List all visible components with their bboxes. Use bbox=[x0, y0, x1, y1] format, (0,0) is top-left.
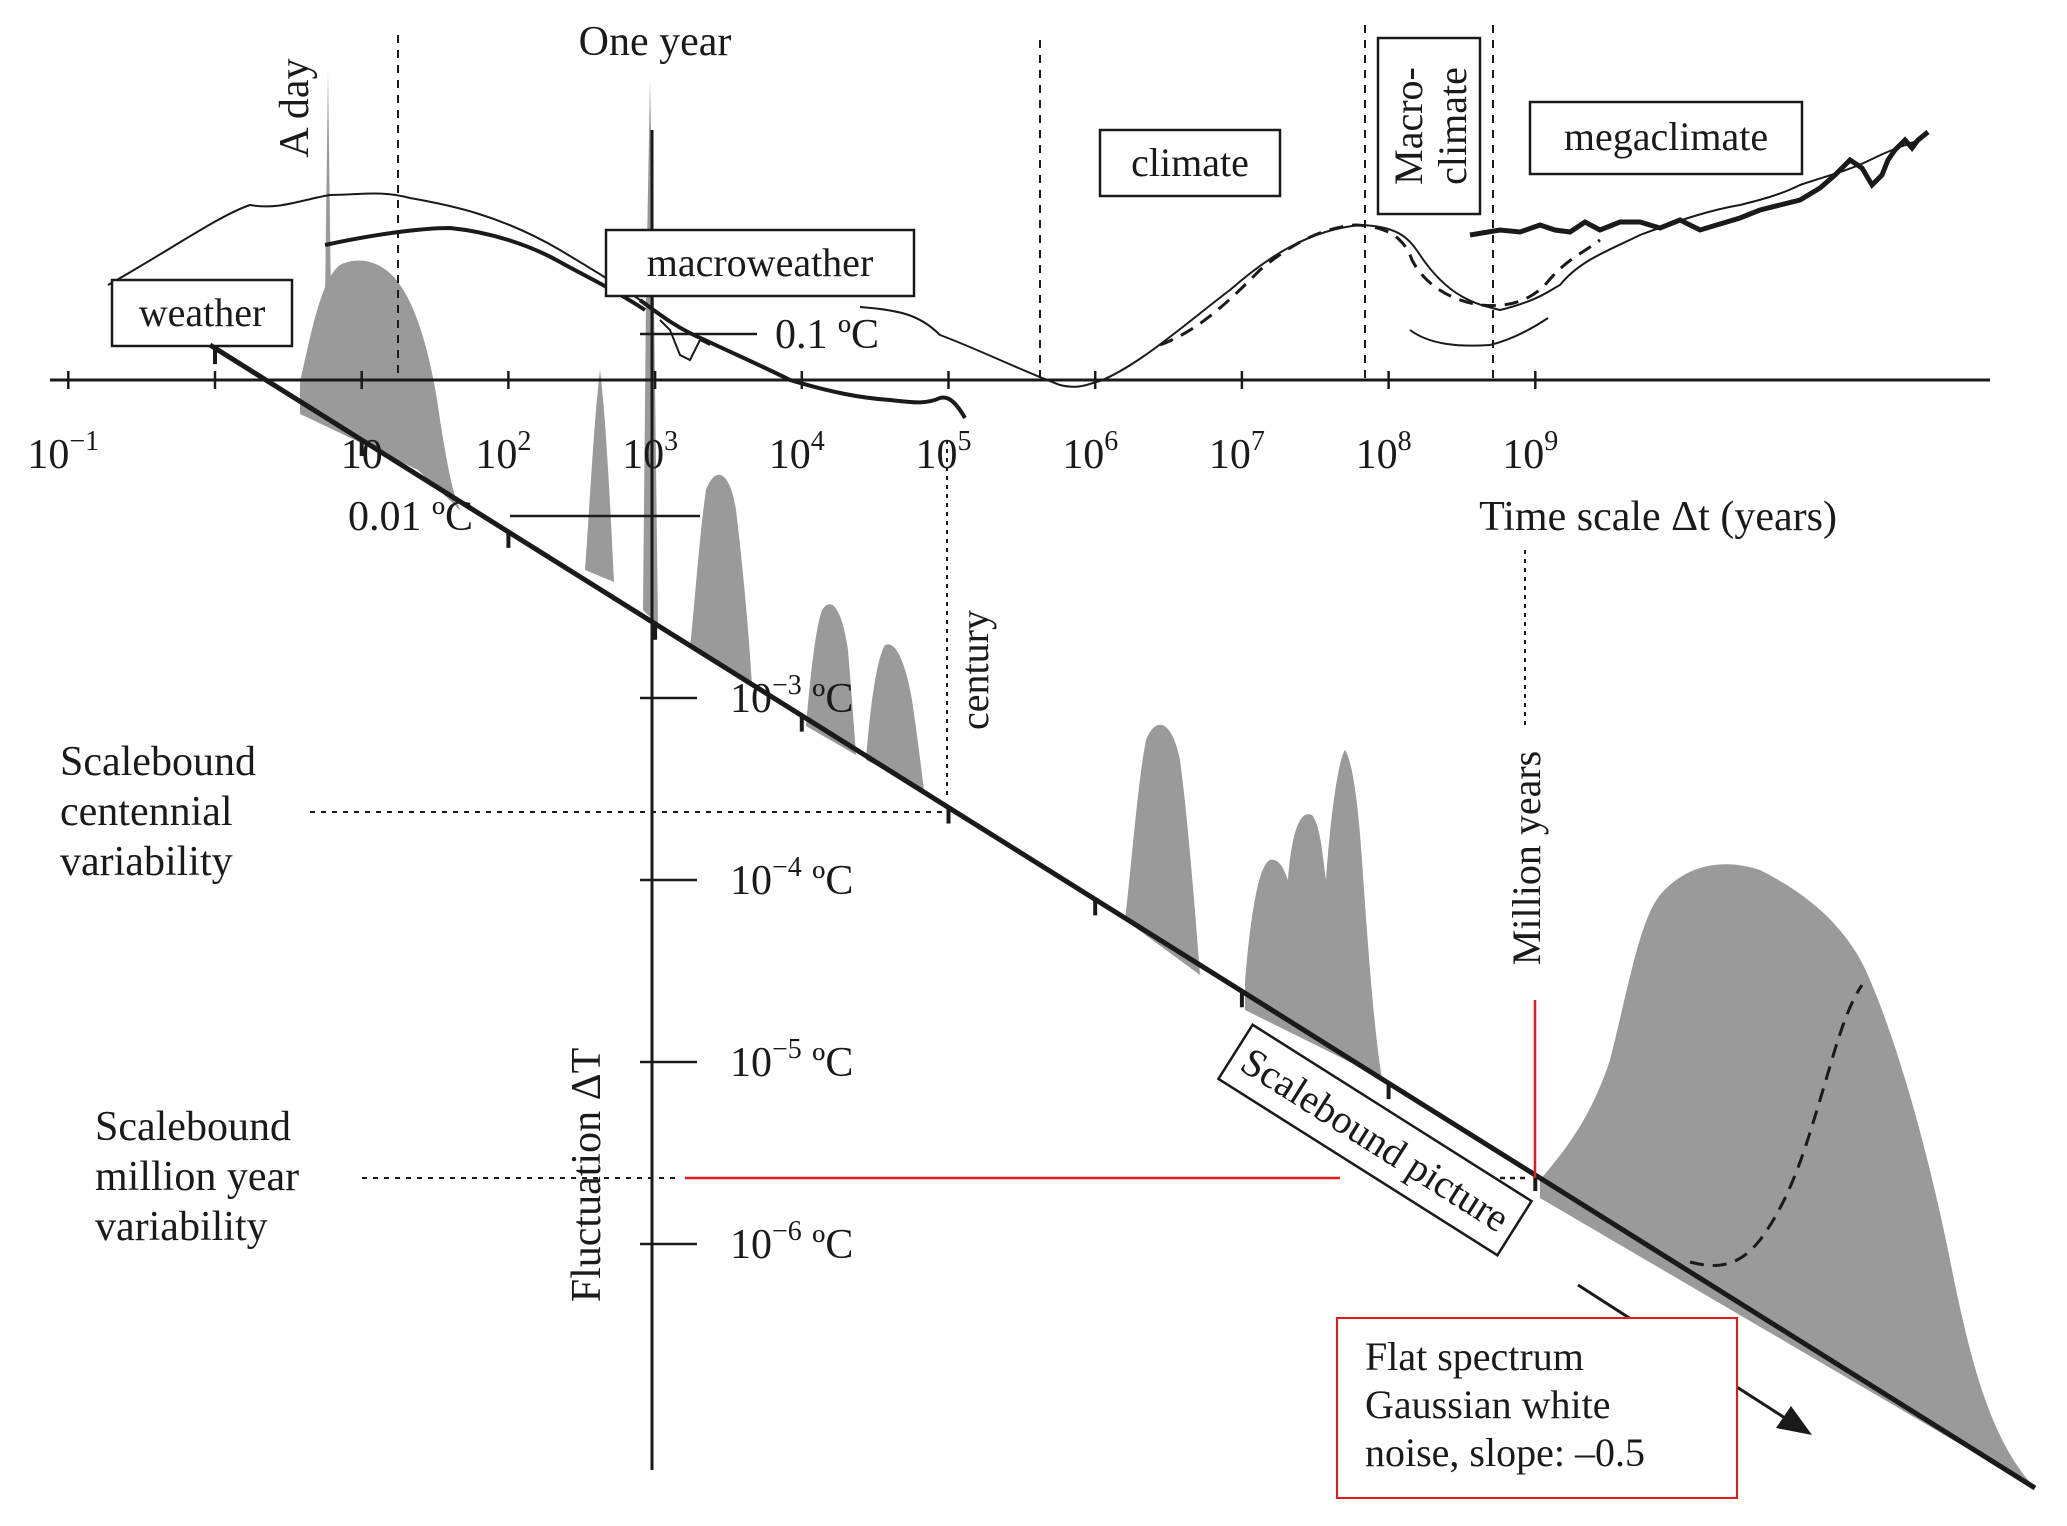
climate-dashed-curve bbox=[1159, 223, 1601, 347]
y-tick-label: 10−5 ºC bbox=[730, 1034, 853, 1086]
macroclimate-label-line1: Macro- bbox=[1386, 67, 1431, 185]
megaclimate-dashed-curve bbox=[1689, 984, 1864, 1267]
macroclimate-label-line2: climate bbox=[1430, 67, 1475, 185]
vertical-markers bbox=[397, 25, 1526, 800]
decadal-bump-1 bbox=[806, 604, 856, 755]
x-tick-label: 105 bbox=[916, 426, 972, 478]
annotations: Scalebound centennial variability Scaleb… bbox=[60, 739, 1738, 1499]
flat-spectrum-line3: noise, slope: –0.5 bbox=[1365, 1430, 1645, 1475]
decadal-bump-2 bbox=[866, 644, 924, 790]
flat-spectrum-line2: Gaussian white bbox=[1365, 1382, 1611, 1427]
x-tick-label: 102 bbox=[475, 426, 531, 478]
one-year-label: One year bbox=[579, 19, 732, 65]
orbital-bump bbox=[1245, 750, 1382, 1078]
y-tick-label: 0.01 ºC bbox=[348, 494, 473, 540]
x-tick-labels: 10−410−310−210−1101021031041051061071081… bbox=[27, 426, 1558, 478]
megaclimate-bump bbox=[1540, 864, 2035, 1488]
x-axis: 10−410−310−210−1101021031041051061071081… bbox=[27, 371, 1990, 540]
climate-thin-curve bbox=[859, 139, 1921, 388]
y-tick-label: 10−6 ºC bbox=[730, 1216, 853, 1268]
y-tick-label: 10−4 ºC bbox=[730, 852, 853, 904]
century-label: century bbox=[952, 610, 997, 730]
x-axis-title: Time scale Δt (years) bbox=[1479, 494, 1837, 540]
thick-weather-curve bbox=[324, 225, 647, 312]
million-annotation-line2: million year bbox=[95, 1154, 299, 1200]
series-curves bbox=[107, 130, 1930, 420]
megaclimate-thick-curve bbox=[1469, 130, 1930, 238]
weather-bump bbox=[300, 260, 462, 512]
macroweather-curve bbox=[638, 298, 967, 420]
megaclimate-box bbox=[1528, 100, 1804, 176]
x-ticks bbox=[67, 371, 1537, 389]
spectral-bumps bbox=[300, 70, 2035, 1488]
x-tick-label: 106 bbox=[1062, 426, 1118, 478]
weather-label: weather bbox=[139, 290, 266, 335]
millennial-bump bbox=[1125, 724, 1200, 975]
annotation-guides bbox=[310, 811, 947, 1179]
x-tick-label: 107 bbox=[1209, 426, 1265, 478]
x-tick-label: 103 bbox=[622, 426, 678, 478]
y-axis-title: Fluctuation ΔT bbox=[564, 1048, 610, 1302]
subannual-spike bbox=[585, 370, 614, 582]
centennial-annotation-line2: centennial bbox=[60, 789, 233, 835]
macroweather-wiggle bbox=[659, 319, 711, 362]
climate-box bbox=[1098, 128, 1282, 198]
million-annotation-line1: Scalebound bbox=[95, 1104, 291, 1150]
centennial-annotation-line1: Scalebound bbox=[60, 739, 256, 785]
million-year-highlight bbox=[685, 1000, 1537, 1180]
x-tick-label: 104 bbox=[769, 426, 825, 478]
scalebound-line bbox=[208, 342, 2037, 1491]
macroweather-box bbox=[604, 228, 916, 298]
climate-label: climate bbox=[1131, 140, 1249, 185]
y-tick-label: 0.1 ºC bbox=[775, 312, 879, 358]
macroclimate-lower-curve bbox=[1409, 317, 1549, 347]
weather-box bbox=[110, 278, 294, 348]
million-years-label: Million years bbox=[1504, 751, 1549, 965]
regime-boxes: weather macroweather climate Macro- clim… bbox=[110, 36, 1804, 348]
x-tick-label: 109 bbox=[1502, 426, 1558, 478]
centennial-annotation-line3: variability bbox=[60, 839, 233, 885]
scalebound-ticks bbox=[213, 348, 1538, 1192]
x-tick-label: 10−1 bbox=[27, 426, 99, 478]
flat-spectrum-line1: Flat spectrum bbox=[1365, 1334, 1584, 1379]
x-tick-label: 108 bbox=[1356, 426, 1412, 478]
a-day-label: A day bbox=[272, 58, 318, 157]
flat-spectrum-box bbox=[1336, 1317, 1738, 1499]
thin-weather-curve bbox=[107, 192, 641, 301]
interannual-bump bbox=[690, 474, 752, 686]
day-spike bbox=[323, 70, 333, 395]
y-tick-label: 10−3 ºC bbox=[730, 670, 853, 722]
macroweather-label: macroweather bbox=[647, 240, 874, 285]
macroclimate-box bbox=[1376, 36, 1482, 216]
million-annotation-line3: variability bbox=[95, 1204, 268, 1250]
megaclimate-label: megaclimate bbox=[1564, 114, 1768, 159]
